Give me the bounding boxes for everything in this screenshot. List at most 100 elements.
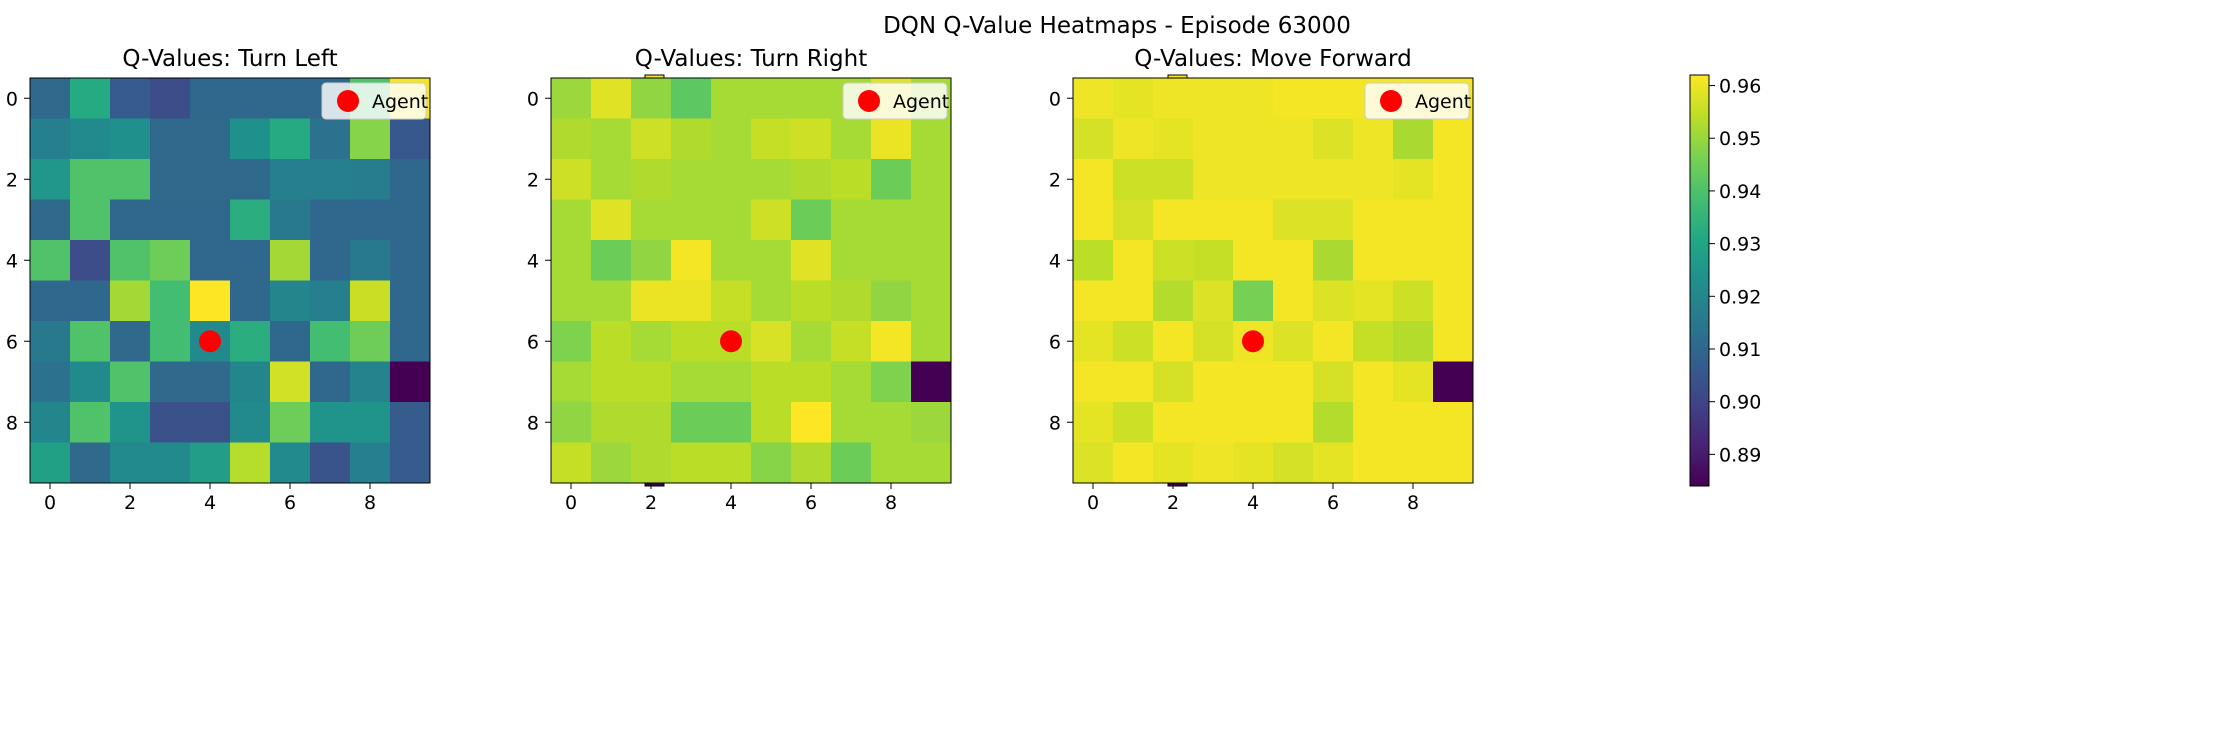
heatmap-cell: [591, 361, 632, 403]
heatmap-cell: [1153, 159, 1194, 200]
heatmap-cell: [270, 199, 311, 241]
axes-frame: [1072, 77, 1474, 484]
heatmap-cell: [1193, 442, 1234, 484]
heatmap-cell: [270, 321, 311, 362]
heatmap-cell: [751, 361, 792, 403]
heatmap-cell: [911, 402, 952, 443]
heatmap-cell: [30, 118, 71, 160]
heatmap-cell: [871, 240, 912, 281]
heatmap-cell: [911, 361, 952, 403]
heatmap-cell: [631, 321, 672, 362]
heatmap-cell: [1273, 361, 1314, 403]
agent-marker: [720, 330, 742, 353]
heatmap-cell: [30, 199, 71, 241]
y-tick-label: 4: [527, 250, 539, 272]
heatmap-cell: [150, 118, 191, 160]
heatmap-cell: [1393, 280, 1434, 322]
panel-title: Q-Values: Move Forward: [1134, 46, 1411, 72]
heatmap-cell: [190, 280, 231, 322]
heatmap-cell: [110, 240, 151, 281]
heatmap-cell: [1353, 280, 1394, 322]
heatmap-cell: [1353, 159, 1394, 200]
heatmap-cell: [190, 159, 231, 200]
heatmap-cell: [551, 361, 592, 403]
heatmap-cell: [110, 118, 151, 160]
heatmap-cell: [551, 78, 592, 119]
heatmap-cell: [1073, 199, 1114, 241]
heatmap-cell: [551, 442, 592, 484]
heatmap-cell: [1193, 240, 1234, 281]
heatmap-cell: [1073, 78, 1114, 119]
heatmap-cell: [711, 240, 752, 281]
heatmap-cell: [230, 402, 271, 443]
heatmap-cell: [150, 240, 191, 281]
heatmap-cell: [390, 402, 431, 443]
heatmap-cell: [791, 159, 832, 200]
heatmap-cell: [711, 118, 752, 160]
heatmap-cell: [591, 402, 632, 443]
heatmap-cell: [791, 240, 832, 281]
colorbar-tick-label: 0.89: [1719, 444, 1761, 466]
heatmap-cell: [1433, 321, 1474, 362]
heatmap-cell: [190, 361, 231, 403]
legend-agent-marker: [1380, 90, 1402, 112]
heatmap-cell: [871, 321, 912, 362]
heatmap-cell: [871, 361, 912, 403]
heatmap-cell: [190, 402, 231, 443]
heatmap-cell: [150, 199, 191, 241]
heatmap-cell: [350, 240, 391, 281]
heatmap-cell: [791, 280, 832, 322]
heatmap-cell: [831, 321, 872, 362]
heatmap-cell: [751, 402, 792, 443]
heatmap-cell: [150, 159, 191, 200]
x-tick-label: 8: [885, 492, 897, 514]
heatmap-cell: [1193, 402, 1234, 443]
heatmap-cell: [1313, 199, 1354, 241]
heatmap-cell: [791, 442, 832, 484]
heatmap-cell: [591, 78, 632, 119]
y-tick-label: 2: [1049, 169, 1061, 191]
heatmap-cell: [671, 402, 712, 443]
heatmap-cell: [30, 78, 71, 119]
heatmap-cell: [1233, 280, 1274, 322]
heatmap-cell: [1113, 118, 1154, 160]
heatmap-cell: [671, 280, 712, 322]
heatmap-cell: [1433, 402, 1474, 443]
heatmap-cell: [1393, 321, 1434, 362]
y-tick-label: 4: [1049, 250, 1061, 272]
heatmap-cell: [70, 402, 111, 443]
x-tick-label: 8: [1407, 492, 1419, 514]
colorbar-tick-label: 0.92: [1719, 286, 1761, 308]
x-tick-label: 6: [805, 492, 817, 514]
colorbar-tick-label: 0.91: [1719, 339, 1761, 361]
heatmap-cell: [631, 240, 672, 281]
heatmap-cell: [591, 240, 632, 281]
heatmap-cell: [871, 442, 912, 484]
y-tick-label: 8: [527, 412, 539, 434]
y-tick-label: 2: [6, 169, 18, 191]
colorbar-tick-label: 0.94: [1719, 181, 1761, 203]
heatmap-cell: [1113, 159, 1154, 200]
heatmap-cell: [1433, 361, 1474, 403]
heatmap-cell: [631, 159, 672, 200]
heatmap-cell: [551, 280, 592, 322]
heatmap-cell: [551, 199, 592, 241]
colorbar: [1689, 74, 1710, 487]
heatmap-cell: [1153, 280, 1194, 322]
heatmap-cell: [1153, 78, 1194, 119]
heatmap-cell: [390, 240, 431, 281]
heatmap-cell: [871, 280, 912, 322]
heatmap-cell: [1153, 321, 1194, 362]
x-tick-label: 4: [1247, 492, 1259, 514]
heatmap-cell: [671, 118, 712, 160]
heatmap-cell: [711, 442, 752, 484]
heatmap-cell: [1433, 199, 1474, 241]
heatmap-cell: [591, 159, 632, 200]
heatmap-cell: [270, 78, 311, 119]
colorbar-tick-label: 0.90: [1719, 392, 1761, 414]
heatmap-cell: [230, 321, 271, 362]
heatmap-cell: [1193, 159, 1234, 200]
heatmap-cell: [70, 159, 111, 200]
y-tick-label: 6: [527, 331, 539, 353]
heatmap-cell: [791, 402, 832, 443]
